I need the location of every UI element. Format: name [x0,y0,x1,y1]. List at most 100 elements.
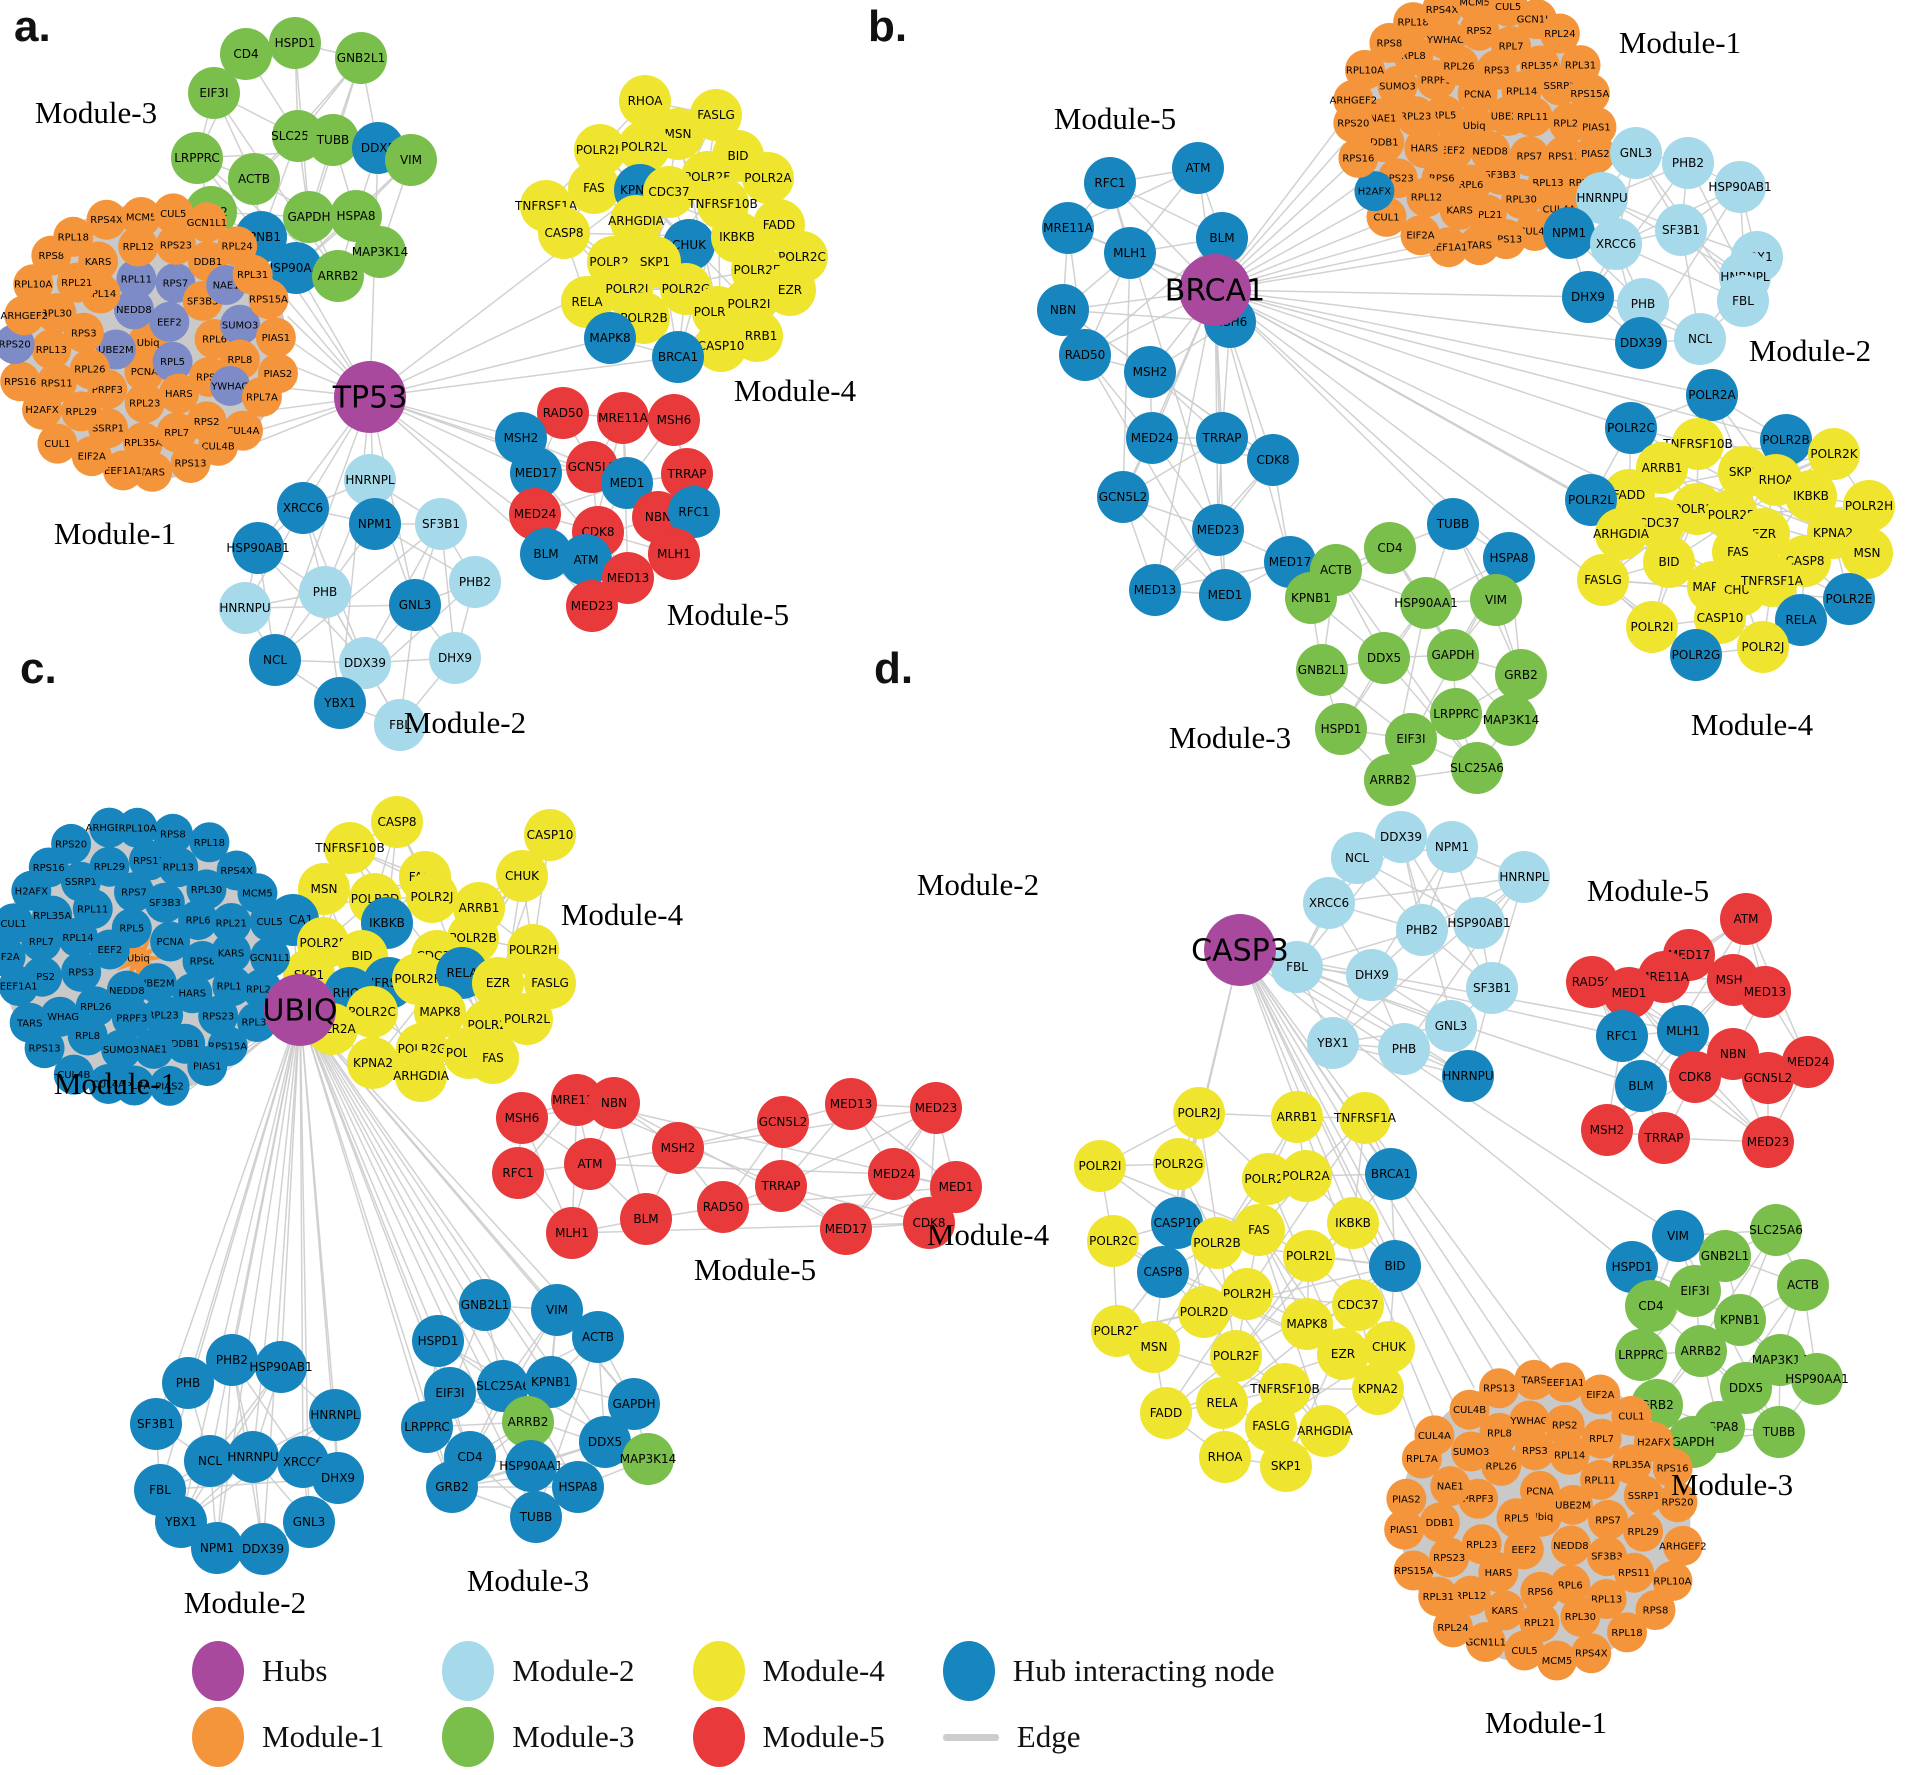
node-label-FASLG: FASLG [697,108,735,122]
node-label-PRPF3: PRPF3 [116,1013,147,1024]
node-label-RPL18: RPL18 [1397,18,1428,29]
module-label: Module-5 [1587,873,1709,908]
node-DDX39 [1615,317,1667,369]
node-label-HSPD1: HSPD1 [1321,722,1362,736]
node-label-RPL29: RPL29 [66,407,97,418]
node-RPL18 [189,822,230,863]
node-label-CASP10: CASP10 [1697,611,1744,625]
node-label-RPL26: RPL26 [1443,61,1474,72]
node-POLR2C [1605,402,1657,454]
node-MED1 [930,1161,982,1213]
node-label-RPL11: RPL11 [77,905,108,916]
node-label-RPL21: RPL21 [1524,1618,1555,1629]
legend-label: Edge [1016,1719,1081,1754]
node-label-RPS11: RPS11 [1548,151,1580,162]
node-label-RFC1: RFC1 [1094,176,1125,190]
node-label-RPS4X: RPS4X [220,866,253,877]
node-label-POLR2B: POLR2B [620,311,668,325]
node-label-RPS23: RPS23 [160,240,192,251]
node-label-CUL1: CUL1 [1618,1411,1644,1422]
node-label-HNRNPL: HNRNPL [1499,870,1549,884]
node-PHB [299,566,351,618]
node-label-BLM: BLM [1628,1079,1653,1093]
node-GCN1L1 [186,202,227,243]
panel-letter-c: c. [20,644,57,693]
node-label-MRE11A: MRE11A [1043,221,1094,235]
node-label-CUL1: CUL1 [0,919,26,930]
node-label-ARHGDIA: ARHGDIA [1593,527,1650,541]
node-label-TNFRSF10B: TNFRSF10B [1249,1382,1320,1396]
node-label-PIAS2: PIAS2 [264,369,293,380]
node-label-CUL5: CUL5 [1511,1646,1537,1657]
node-label-RHOA: RHOA [628,94,664,108]
node-SF3B1 [415,498,467,550]
edge [274,523,442,661]
node-label-YBX1: YBX1 [164,1515,196,1529]
node-label-RPL5: RPL5 [1504,1514,1529,1525]
node-label-KARS: KARS [218,948,245,959]
node-POLR2C [346,986,398,1038]
node-SF3B3 [144,882,185,923]
node-label-RPL13: RPL13 [163,863,194,874]
module-label: Module-1 [1485,1705,1607,1740]
node-label-POLR2D: POLR2D [1180,1305,1229,1319]
node-label-XRCC6: XRCC6 [1309,896,1349,910]
node-RPL23 [1395,96,1436,137]
node-MCM5 [1454,0,1495,22]
node-label-HSPD1: HSPD1 [275,36,316,50]
node-KARS [78,241,119,282]
node-label-RPL10A: RPL10A [14,280,52,291]
node-label-DDX5: DDX5 [588,1435,622,1449]
node-label-EEF1A1: EEF1A1 [104,466,142,477]
node-label-CDC37: CDC37 [648,185,689,199]
node-label-EEF2: EEF2 [157,317,182,328]
module-label: Module-5 [1054,101,1176,136]
node-RPL24 [1539,13,1580,54]
node-label-RPL7A: RPL7A [246,392,278,403]
node-label-TARS: TARS [16,1018,42,1029]
node-EZR [472,957,524,1009]
node-label-RPL7A: RPL7A [119,1081,151,1092]
panel-letter-d: d. [874,644,914,693]
node-MSH2 [652,1122,704,1174]
module-label: Module-2 [404,705,526,740]
node-label-IKBKB: IKBKB [1335,1216,1371,1230]
node-label-PRPF3: PRPF3 [1421,75,1452,86]
edge [1214,289,1589,298]
node-label-PHB: PHB [176,1376,201,1390]
node-label-MED17: MED17 [825,1222,867,1236]
node-label-RPS16: RPS16 [33,863,65,874]
node-label-POLR2K: POLR2K [394,972,442,986]
node-label-CUL1: CUL1 [44,439,70,450]
node-label-TNFRSF1A: TNFRSF1A [1740,574,1804,588]
node-label-EEF2: EEF2 [1511,1545,1536,1556]
node-label-RPS7: RPS7 [163,278,189,289]
node-FASLG [1577,554,1629,606]
node-label-RPS20: RPS20 [55,839,87,850]
node-label-MRE11A: MRE11A [598,411,649,425]
node-label-RPS13: RPS13 [29,1044,61,1055]
node-CASP10 [1694,592,1746,644]
node-POLR2L [1565,474,1617,526]
node-label-RPS15A: RPS15A [208,1042,247,1053]
node-label-DHX9: DHX9 [1355,968,1389,982]
node-HSP90AB1 [232,522,284,574]
node-label-CHUK: CHUK [505,869,540,883]
node-label-ACTB: ACTB [1320,563,1352,577]
node-HNRNPU [219,582,271,634]
node-label-PHB2: PHB2 [459,575,491,589]
labels-layer: Module-3 Module-4 Module-1 Module-2 Module-5… [35,95,857,740]
node-label-CUL4A: CUL4A [92,1079,125,1090]
node-NPM1 [1543,207,1595,259]
node-EZR [764,264,816,316]
node-label-GAPDH: GAPDH [612,1397,655,1411]
node-TARS [1459,225,1500,266]
node-label-RPL30: RPL30 [1565,1612,1596,1623]
node-label-POLR2H: POLR2H [509,943,557,957]
node-label-RPS6: RPS6 [1429,174,1455,185]
node-label-PIAS2: PIAS2 [1581,149,1610,160]
node-label-SF3B1: SF3B1 [1473,981,1511,995]
node-label-RPL6: RPL6 [202,334,227,345]
node-EEF1A1 [103,450,144,491]
node-label-EZR: EZR [486,976,510,990]
